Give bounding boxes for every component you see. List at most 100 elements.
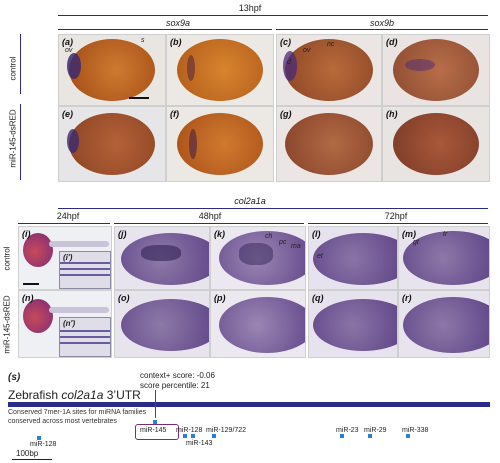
gene-line-sox9b	[276, 29, 488, 30]
panel-label-p: (p)	[214, 293, 226, 303]
annot-nc-c: nc	[327, 41, 335, 48]
panel-g: (g)	[276, 106, 382, 182]
panel-label-m: (m)	[402, 229, 416, 239]
site-mir23	[340, 434, 344, 438]
annot-pc: pc	[279, 239, 287, 246]
stage-label-48hpf: 48hpf	[198, 211, 222, 221]
mirna-label-mir29: miR-29	[364, 427, 387, 434]
scale-label: 100bp	[16, 449, 39, 458]
stain-f	[189, 129, 197, 159]
gene-label-sox9b: sox9b	[369, 18, 395, 28]
utr-title: Zebrafish col2a1a 3’UTR	[8, 388, 141, 402]
panel-label-j: (j)	[118, 229, 127, 239]
tail-n	[49, 307, 109, 313]
stage-label-72hpf: 72hpf	[384, 211, 408, 221]
mirna-label-mir23: miR-23	[336, 427, 359, 434]
panel-f: (f)	[166, 106, 274, 182]
panel-label-d: (d)	[386, 37, 398, 47]
panel-label-h: (h)	[386, 109, 398, 119]
utr-title-suffix: 3’UTR	[103, 388, 141, 402]
annot-ch: ch	[265, 233, 273, 240]
mir145-box	[135, 424, 179, 440]
utr-title-prefix: Zebrafish	[8, 388, 62, 402]
annot-ov-c: ov	[303, 47, 311, 54]
embryo-d	[393, 39, 479, 101]
stain-e	[67, 129, 79, 153]
embryo-e	[69, 113, 155, 175]
mirna-label-mir129: miR-129/722	[206, 427, 247, 434]
site-mir128-a	[37, 436, 41, 440]
embryo-l	[313, 233, 397, 285]
annot-s-a: s	[141, 37, 145, 44]
panel-label-c: (c)	[280, 37, 291, 47]
embryo-n	[23, 299, 53, 333]
utr-bar	[8, 402, 490, 407]
stain-k	[239, 243, 273, 265]
panel-label-a: (a)	[62, 37, 73, 47]
embryo-r	[403, 297, 489, 353]
mirna-label-mir128-b: miR-128	[176, 427, 203, 434]
conserved-text: Conserved 7mer-1A sites for miRNA famili…	[8, 408, 146, 426]
mirna-label-mir338: miR-338	[402, 427, 429, 434]
panel-r: (r)	[398, 290, 490, 358]
panel-label-o: (o)	[118, 293, 130, 303]
stain-b	[187, 55, 195, 81]
site-mir145	[153, 420, 157, 424]
conserved-line-1: Conserved 7mer-1A sites for miRNA famili…	[8, 409, 147, 416]
embryo-i	[23, 233, 53, 267]
mirna-label-mir145: miR-145	[140, 427, 167, 434]
annot-tr: tr	[443, 231, 448, 238]
embryo-p	[219, 297, 305, 353]
site-mir143	[191, 434, 195, 438]
panel-label-b: (b)	[170, 37, 182, 47]
panel-o: (o)	[114, 290, 210, 358]
embryo-a	[69, 39, 155, 101]
panel-label-l: (l)	[312, 229, 321, 239]
scale-bar-a	[129, 97, 149, 99]
stage-label-24hpf: 24hpf	[56, 211, 80, 221]
panel-p: (p)	[210, 290, 306, 358]
embryo-c	[285, 39, 373, 101]
annot-ma: ma	[291, 243, 301, 250]
embryo-m	[403, 231, 489, 285]
panel-label-n: (n)	[22, 293, 34, 303]
panel-label-e: (e)	[62, 109, 73, 119]
panel-q: (q)	[308, 290, 398, 358]
panel-label-f: (f)	[170, 109, 179, 119]
annot-gt: gt	[413, 239, 419, 246]
scale-bar-i	[23, 283, 39, 285]
site-mir29	[368, 434, 372, 438]
conserved-line-2: conserved across most vertebrates	[8, 418, 117, 425]
panel-label-s: (s)	[8, 372, 21, 383]
stain-c	[283, 51, 297, 81]
stain-d	[405, 59, 435, 71]
inset-n	[59, 317, 111, 357]
panel-b: (b)	[166, 34, 274, 106]
panel-label-g: (g)	[280, 109, 292, 119]
annot-d-c: d	[287, 59, 291, 66]
embryo-q	[313, 299, 397, 351]
embryo-g	[285, 113, 373, 175]
panel-label-q: (q)	[312, 293, 324, 303]
annot-ov-a: ov	[65, 47, 73, 54]
embryo-o	[121, 299, 209, 351]
row-divider-top-2	[20, 104, 21, 180]
inset-label-i: (i')	[63, 253, 73, 262]
gene-label-col2a1a: col2a1a	[234, 196, 266, 206]
stain-a	[67, 53, 81, 79]
panel-n: (n) (n')	[18, 290, 112, 358]
gene-line-col2a1a	[58, 208, 488, 209]
gene-line-sox9a	[58, 29, 272, 30]
annot-et: et	[317, 253, 323, 260]
panel-label-k: (k)	[214, 229, 225, 239]
gene-label-sox9a: sox9a	[165, 18, 191, 28]
row-label-control-top: control	[8, 56, 18, 81]
stage-label-13hpf: 13hpf	[238, 3, 262, 13]
panel-c: (c) ov nc d	[276, 34, 382, 106]
panel-label-r: (r)	[402, 293, 412, 303]
score-percentile: score percentile: 21	[140, 381, 210, 390]
embryo-h	[393, 113, 479, 175]
site-mir338	[406, 434, 410, 438]
panel-e: (e)	[58, 106, 166, 182]
row-label-mir145-mid: miR-145-dsRED	[2, 295, 12, 354]
